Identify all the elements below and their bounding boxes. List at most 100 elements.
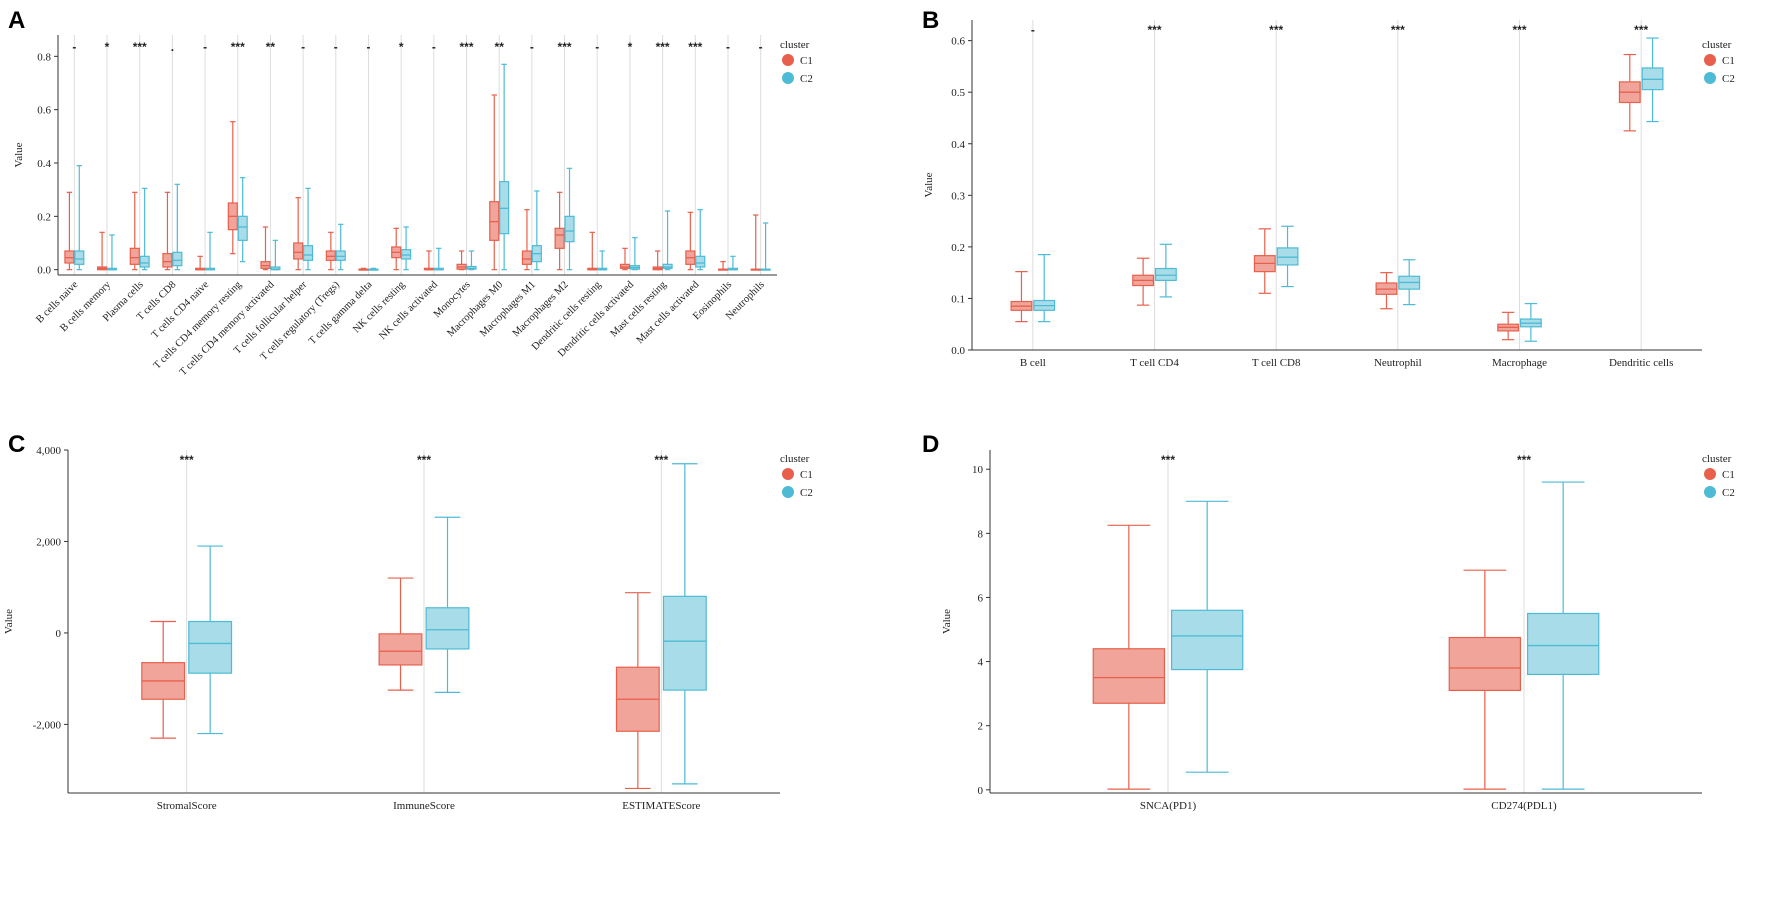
- x-tick-label: CD274(PDL1): [1491, 800, 1557, 812]
- x-tick-label: Macrophages M1: [478, 279, 538, 339]
- box-iqr: [325, 250, 336, 261]
- significance-label: ***: [1269, 23, 1283, 37]
- box-c2-14: [531, 190, 542, 271]
- significance-label: ***: [180, 453, 194, 467]
- box-c2-15: [564, 167, 575, 271]
- box-iqr: [695, 255, 706, 268]
- box-c1-2: [129, 191, 140, 271]
- box-iqr: [172, 251, 183, 267]
- x-tick-label: B cell: [1020, 357, 1046, 369]
- legend-swatch-c1: [1704, 54, 1716, 66]
- box-c2-5: [237, 177, 248, 263]
- x-tick-label: StromalScore: [157, 800, 217, 812]
- box-iqr: [1154, 267, 1177, 281]
- legend-label-c2: C2: [1722, 73, 1735, 85]
- box-c1-5: [227, 121, 238, 255]
- significance-label: -: [726, 40, 730, 54]
- box-iqr: [662, 595, 707, 691]
- box-iqr: [1170, 609, 1244, 671]
- significance-label: -: [203, 40, 207, 54]
- significance-label: ***: [1391, 23, 1405, 37]
- box-c2-2: [662, 463, 707, 785]
- box-c2-7: [302, 187, 314, 271]
- x-tick-label: Dendritic cells: [1609, 357, 1673, 369]
- box-iqr: [64, 250, 75, 264]
- box-c1-4: [195, 255, 206, 271]
- x-tick-label: ESTIMATEScore: [622, 800, 700, 812]
- box-c1-1: [378, 577, 423, 691]
- box-iqr: [564, 215, 575, 243]
- y-tick-label: 0.2: [37, 211, 51, 223]
- box-c1-10: [391, 227, 402, 271]
- significance-label: -: [72, 40, 76, 54]
- y-tick-label: 0.4: [37, 158, 51, 170]
- box-c1-9: [358, 267, 369, 271]
- significance-label: -: [366, 40, 370, 54]
- x-tick-label: Macrophage: [1492, 357, 1547, 369]
- significance-label: -: [432, 40, 436, 54]
- box-c2-12: [466, 250, 477, 271]
- significance-label: ***: [460, 40, 474, 54]
- y-axis-label: Value: [941, 609, 953, 634]
- box-iqr: [260, 261, 271, 269]
- y-tick-label: -2,000: [33, 719, 62, 731]
- significance-label: -: [1031, 23, 1035, 37]
- x-tick-label: T cells CD4 naive: [150, 279, 212, 341]
- x-tick-label: Macrophages M2: [511, 279, 571, 339]
- box-c1-0: [64, 191, 75, 271]
- box-c1-0: [141, 620, 186, 739]
- x-tick-label: T cell CD4: [1130, 357, 1179, 369]
- box-iqr: [1276, 247, 1299, 266]
- legend-title: cluster: [1702, 453, 1732, 465]
- significance-label: *: [105, 40, 110, 54]
- box-c2-1: [106, 234, 118, 271]
- x-tick-label: Mast cells resting: [609, 279, 670, 340]
- box-c1-2: [1253, 228, 1276, 294]
- x-tick-label: SNCA(PD1): [1140, 800, 1197, 812]
- box-iqr: [489, 201, 500, 241]
- significance-label: *: [399, 40, 404, 54]
- box-iqr: [1092, 648, 1166, 704]
- legend-title: cluster: [780, 453, 810, 465]
- significance-label: -: [301, 40, 305, 54]
- box-iqr: [1526, 612, 1600, 675]
- box-c1-7: [293, 197, 304, 271]
- legend-swatch-c1: [782, 468, 794, 480]
- box-c2-11: [433, 247, 444, 271]
- y-tick-label: 0.2: [951, 242, 965, 254]
- legend-label-c1: C1: [1722, 55, 1735, 67]
- box-c1-5: [1618, 53, 1641, 132]
- y-tick-label: 0.4: [951, 139, 965, 151]
- y-tick-label: 0.5: [951, 87, 965, 99]
- box-c2-0: [1033, 254, 1056, 323]
- significance-label: ***: [1517, 453, 1531, 467]
- x-tick-label: Macrophages M0: [445, 279, 505, 339]
- box-c1-17: [619, 247, 631, 271]
- legend-label-c1: C1: [1722, 469, 1735, 481]
- box-iqr: [162, 253, 173, 268]
- box-c1-13: [489, 94, 500, 271]
- box-c1-11: [423, 250, 434, 271]
- significance-label: ***: [654, 453, 668, 467]
- box-iqr: [499, 181, 510, 235]
- legend-label-c1: C1: [800, 469, 813, 481]
- box-c2-0: [1170, 500, 1244, 773]
- panel-letter-a: A: [8, 7, 25, 34]
- panel-letter-c: C: [8, 431, 25, 458]
- box-c1-6: [260, 226, 271, 271]
- box-c2-8: [335, 223, 346, 271]
- box-c1-18: [652, 250, 663, 271]
- y-tick-label: 0.1: [951, 293, 965, 305]
- legend-swatch-c1: [782, 54, 794, 66]
- y-tick-label: 2: [978, 721, 984, 733]
- legend-swatch-c1: [1704, 468, 1716, 480]
- box-c2-9: [368, 267, 379, 271]
- y-axis-label: Value: [923, 172, 935, 197]
- box-c1-0: [1092, 524, 1166, 790]
- y-tick-label: 2,000: [36, 536, 61, 548]
- y-axis-label: Value: [13, 142, 25, 167]
- significance-label: *: [628, 40, 633, 54]
- y-tick-label: 4,000: [36, 445, 61, 457]
